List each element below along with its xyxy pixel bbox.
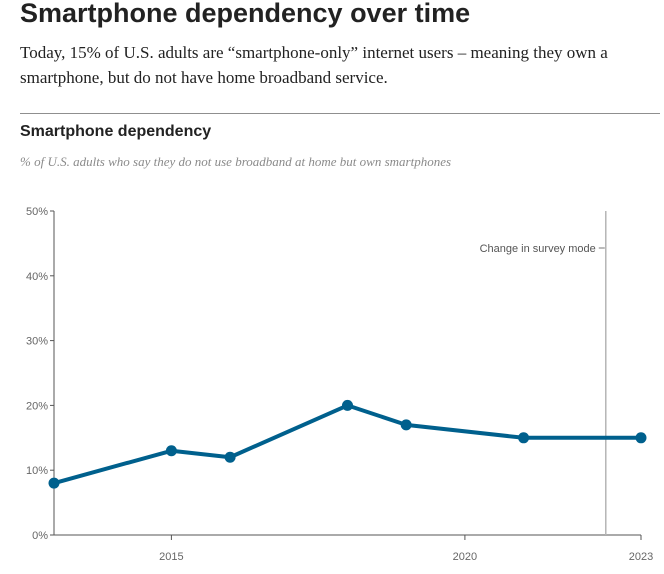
annotation-label: Change in survey mode bbox=[480, 243, 596, 255]
data-point bbox=[400, 419, 412, 431]
chart-series bbox=[48, 399, 647, 489]
chart-annotations: Change in survey mode bbox=[480, 211, 607, 535]
data-point bbox=[165, 445, 177, 457]
chart-title: Smartphone dependency bbox=[20, 123, 212, 140]
x-tick-label: 2020 bbox=[453, 551, 477, 563]
data-point bbox=[635, 432, 647, 444]
intro-text: Today, 15% of U.S. adults are “smartphon… bbox=[20, 43, 608, 87]
y-tick-label: 20% bbox=[26, 400, 48, 412]
y-tick-label: 50% bbox=[26, 206, 48, 218]
y-tick-label: 10% bbox=[26, 465, 48, 477]
chart-subtitle: % of U.S. adults who say they do not use… bbox=[20, 154, 452, 169]
y-tick-label: 30% bbox=[26, 336, 48, 348]
x-tick-label: 2015 bbox=[159, 551, 183, 563]
y-tick-label: 40% bbox=[26, 271, 48, 283]
y-tick-label: 0% bbox=[32, 530, 48, 542]
chart-axes: 0% 10% 20% 30% 40% 50% 2015 2020 2023 bbox=[26, 206, 653, 563]
divider bbox=[20, 113, 660, 114]
series-line bbox=[52, 403, 643, 486]
x-tick-label: 2023 bbox=[629, 551, 653, 563]
data-point bbox=[342, 399, 353, 411]
data-point bbox=[224, 451, 236, 463]
page-headline: Smartphone dependency over time bbox=[20, 0, 471, 28]
data-point bbox=[48, 477, 60, 489]
data-point bbox=[518, 432, 530, 444]
